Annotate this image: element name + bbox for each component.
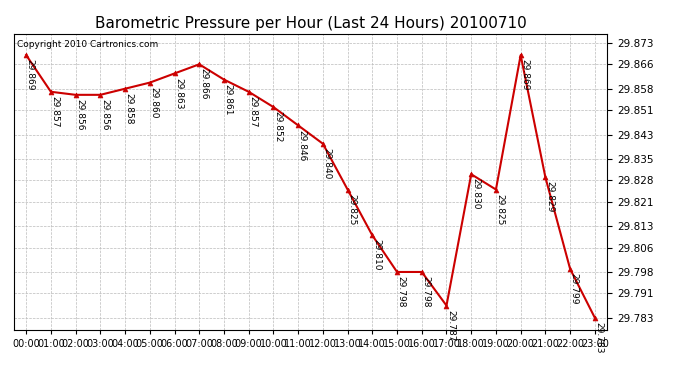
- Title: Barometric Pressure per Hour (Last 24 Hours) 20100710: Barometric Pressure per Hour (Last 24 Ho…: [95, 16, 526, 31]
- Text: 29.783: 29.783: [595, 322, 604, 354]
- Text: 29.787: 29.787: [446, 310, 455, 341]
- Text: 29.798: 29.798: [422, 276, 431, 308]
- Text: 29.846: 29.846: [298, 129, 307, 161]
- Text: 29.829: 29.829: [545, 182, 554, 213]
- Text: Copyright 2010 Cartronics.com: Copyright 2010 Cartronics.com: [17, 40, 158, 49]
- Text: 29.856: 29.856: [100, 99, 109, 130]
- Text: 29.863: 29.863: [174, 78, 183, 109]
- Text: 29.840: 29.840: [322, 148, 331, 179]
- Text: 29.857: 29.857: [50, 96, 59, 128]
- Text: 29.866: 29.866: [199, 69, 208, 100]
- Text: 29.861: 29.861: [224, 84, 233, 115]
- Text: 29.856: 29.856: [75, 99, 84, 130]
- Text: 29.858: 29.858: [125, 93, 134, 124]
- Text: 29.810: 29.810: [372, 240, 381, 271]
- Text: 29.825: 29.825: [347, 194, 356, 225]
- Text: 29.860: 29.860: [150, 87, 159, 118]
- Text: 29.869: 29.869: [520, 59, 529, 91]
- Text: 29.852: 29.852: [273, 111, 282, 142]
- Text: 29.869: 29.869: [26, 59, 34, 91]
- Text: 29.857: 29.857: [248, 96, 257, 128]
- Text: 29.798: 29.798: [397, 276, 406, 308]
- Text: 29.799: 29.799: [570, 273, 579, 304]
- Text: 29.830: 29.830: [471, 178, 480, 210]
- Text: 29.825: 29.825: [495, 194, 504, 225]
